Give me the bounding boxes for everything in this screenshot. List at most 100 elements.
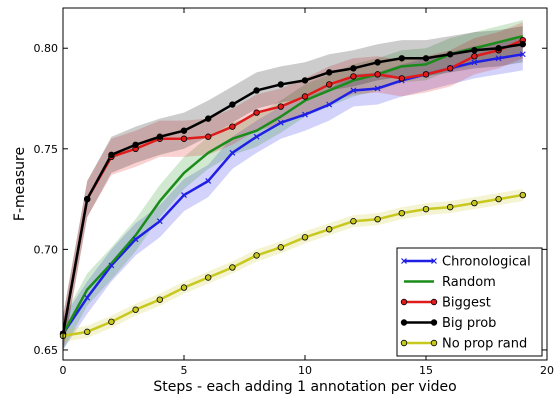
data-point-chronological	[229, 149, 236, 156]
y-tick-label: 0.70	[34, 243, 59, 256]
data-point-chronological	[108, 262, 115, 269]
series-line-big-prob	[61, 42, 524, 335]
data-point-big-prob	[277, 81, 284, 88]
data-point-biggest	[253, 109, 260, 116]
y-tick-label: 0.75	[34, 143, 59, 156]
legend: Chronological Random Biggest Big prob No pro…	[396, 247, 543, 357]
legend-label: Random	[442, 275, 496, 290]
legend-label: No prop rand	[442, 337, 527, 352]
y-axis-label: F-measure	[12, 147, 28, 221]
data-point-no-prop-rand	[374, 215, 381, 223]
data-point-big-prob	[253, 87, 260, 94]
data-point-chronological	[471, 59, 478, 66]
data-point-no-prop-rand	[350, 218, 357, 225]
data-point-big-prob	[350, 65, 357, 72]
data-point-big-prob	[229, 101, 236, 108]
data-point-no-prop-rand	[471, 199, 478, 207]
data-point-big-prob	[180, 127, 188, 134]
data-point-big-prob	[326, 69, 333, 76]
x-tick-label: 15	[419, 364, 433, 377]
legend-entry-random: Random	[404, 275, 496, 290]
data-point-big-prob	[108, 151, 115, 159]
data-point-no-prop-rand	[83, 328, 91, 336]
data-point-chronological	[277, 119, 284, 126]
x-axis-label: Steps - each adding 1 annotation per vid…	[153, 379, 456, 395]
data-point-no-prop-rand	[301, 234, 309, 241]
data-point-chronological	[495, 55, 502, 62]
data-point-big-prob	[83, 195, 91, 203]
data-point-biggest	[422, 71, 430, 78]
data-point-big-prob	[301, 77, 309, 84]
data-point-biggest	[204, 133, 212, 140]
data-point-biggest	[180, 135, 188, 142]
data-point-big-prob	[398, 55, 405, 62]
data-point-biggest	[277, 103, 284, 110]
series-line-biggest	[61, 39, 524, 335]
data-point-chronological	[84, 294, 91, 301]
x-tick-label: 0	[60, 364, 67, 377]
data-point-big-prob	[447, 51, 454, 58]
data-point-chronological	[374, 85, 381, 92]
legend-label: Big prob	[442, 316, 496, 331]
data-point-biggest	[447, 65, 454, 72]
data-point-biggest	[301, 93, 309, 100]
data-point-no-prop-rand	[108, 318, 115, 325]
x-axis-ticks: 0 5 10 15 20	[60, 8, 554, 377]
y-tick-label: 0.65	[34, 344, 59, 357]
data-point-no-prop-rand	[180, 284, 188, 291]
data-point-big-prob	[156, 133, 163, 140]
data-point-no-prop-rand	[398, 209, 405, 217]
x-tick-label: 20	[540, 364, 554, 377]
y-tick-label: 0.80	[34, 42, 59, 55]
data-point-big-prob	[519, 41, 526, 48]
data-point-big-prob	[204, 115, 212, 122]
data-point-chronological	[350, 87, 357, 94]
data-point-no-prop-rand	[277, 244, 284, 251]
data-point-big-prob	[495, 45, 502, 52]
data-point-no-prop-rand	[422, 205, 430, 213]
data-point-biggest	[374, 71, 381, 78]
data-point-big-prob	[422, 55, 430, 62]
y-axis-ticks: 0.65 0.70 0.75 0.80	[34, 42, 547, 357]
data-point-big-prob	[374, 59, 381, 66]
data-point-chronological	[326, 101, 333, 108]
band-chronological	[63, 38, 523, 350]
data-point-no-prop-rand	[156, 296, 163, 303]
data-point-no-prop-rand	[253, 252, 260, 259]
legend-entry-biggest: Biggest	[400, 296, 491, 311]
data-point-chronological	[156, 218, 163, 225]
data-point-big-prob	[132, 141, 139, 148]
data-point-chronological	[302, 111, 308, 118]
legend-label: Biggest	[442, 296, 491, 311]
data-point-biggest	[229, 123, 236, 130]
legend-entry-no-prop-rand: No prop rand	[400, 337, 527, 352]
data-point-chronological	[181, 192, 187, 198]
data-point-biggest	[350, 73, 357, 80]
legend-label: Chronological	[442, 255, 531, 270]
data-point-biggest	[398, 75, 405, 82]
series-lines	[61, 34, 524, 338]
data-point-no-prop-rand	[519, 191, 526, 199]
x-tick-label: 10	[298, 364, 312, 377]
data-point-no-prop-rand	[132, 306, 139, 313]
band-big-prob	[63, 26, 523, 352]
series-line-no-prop-rand	[62, 193, 524, 338]
data-point-biggest	[326, 81, 333, 88]
data-point-chronological	[519, 51, 526, 58]
data-point-no-prop-rand	[229, 264, 236, 271]
data-point-no-prop-rand	[326, 226, 333, 233]
x-tick-label: 5	[181, 364, 188, 377]
legend-entry-big-prob: Big prob	[400, 316, 496, 331]
data-point-big-prob	[471, 47, 478, 54]
data-point-no-prop-rand	[204, 274, 212, 281]
data-point-biggest	[471, 53, 478, 60]
data-point-no-prop-rand	[447, 203, 454, 211]
band-random	[63, 20, 523, 350]
data-point-chronological	[132, 236, 139, 243]
data-point-chronological	[205, 178, 212, 184]
legend-entry-chronological: Chronological	[401, 255, 531, 270]
series-markers	[59, 36, 526, 340]
data-point-no-prop-rand	[495, 195, 502, 203]
data-point-chronological	[253, 133, 260, 140]
